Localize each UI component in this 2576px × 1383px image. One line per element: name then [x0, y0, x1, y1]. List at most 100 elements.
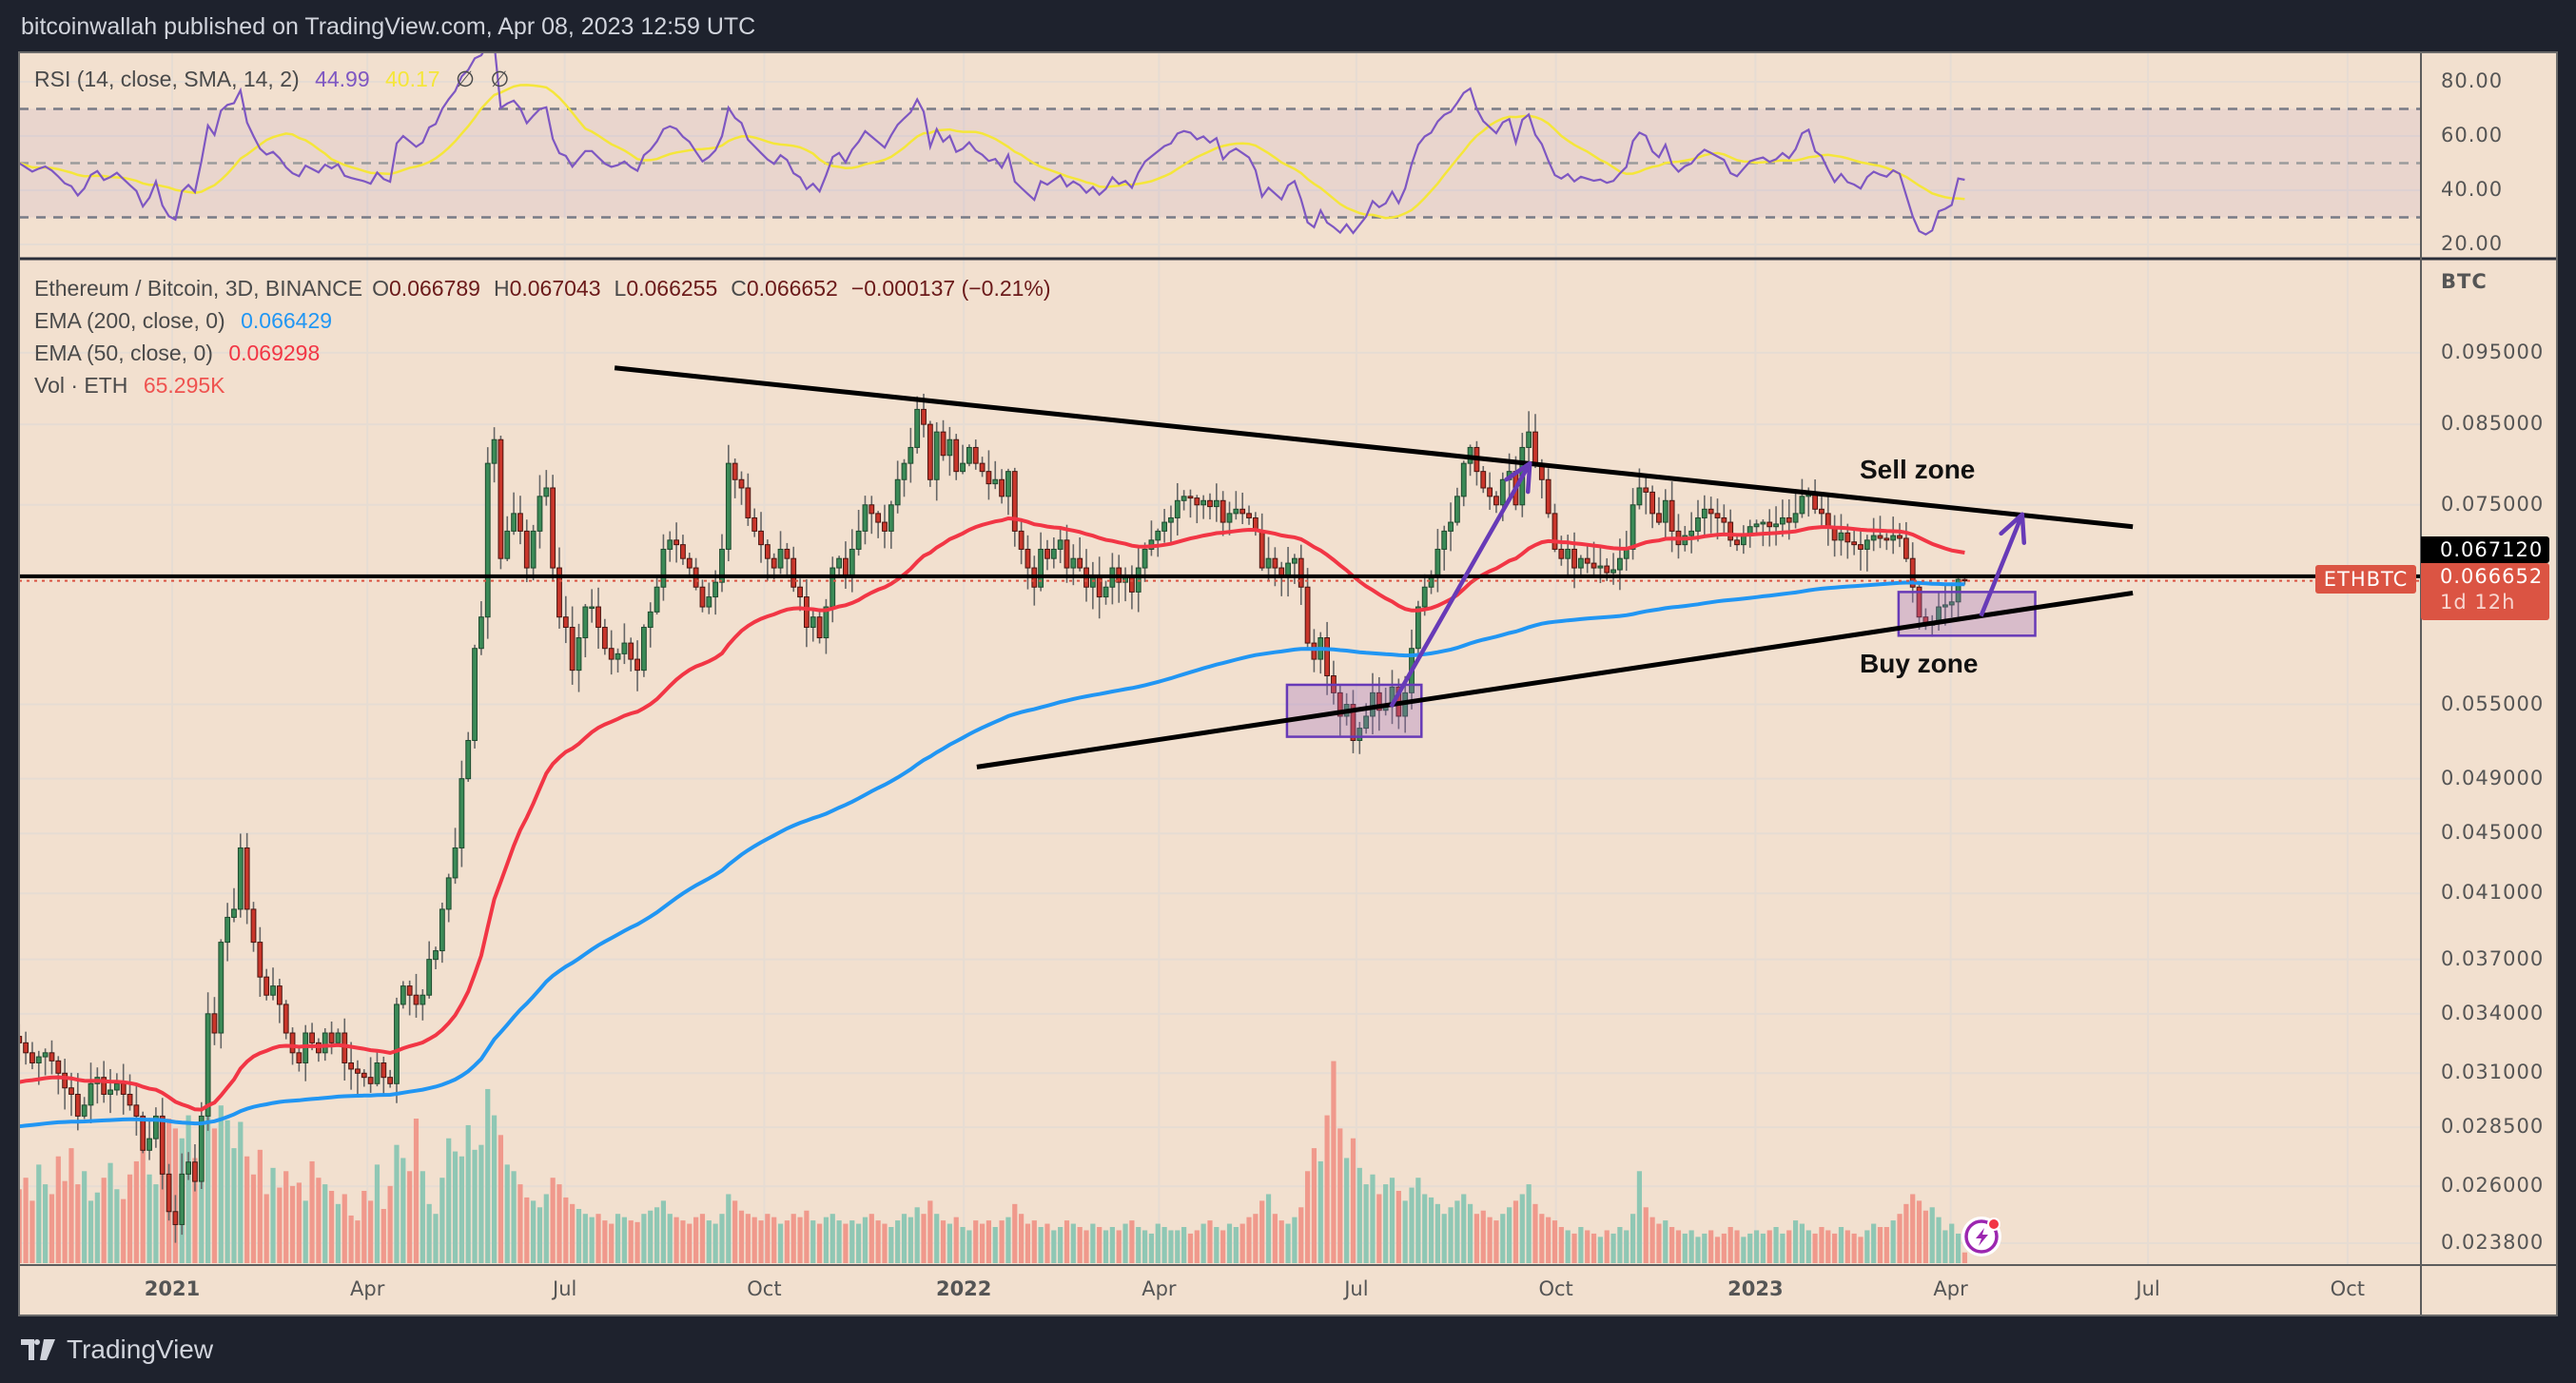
candle-body[interactable]	[1142, 548, 1148, 569]
volume-bar[interactable]	[192, 1158, 198, 1263]
volume-bar[interactable]	[1590, 1233, 1597, 1263]
candle-body[interactable]	[1161, 521, 1167, 532]
volume-bar[interactable]	[49, 1194, 55, 1263]
candle-body[interactable]	[1304, 586, 1311, 644]
volume-bar[interactable]	[140, 1135, 146, 1263]
candle-body[interactable]	[517, 513, 523, 532]
volume-bar[interactable]	[1363, 1184, 1369, 1263]
volume-bar[interactable]	[576, 1209, 582, 1263]
volume-bar[interactable]	[153, 1184, 159, 1263]
volume-bar[interactable]	[211, 1128, 218, 1263]
candle-body[interactable]	[940, 431, 946, 457]
volume-bar[interactable]	[673, 1217, 679, 1263]
candle-body[interactable]	[198, 1115, 205, 1182]
candle-body[interactable]	[185, 1161, 191, 1175]
volume-bar[interactable]	[1512, 1200, 1519, 1263]
candle-body[interactable]	[224, 916, 231, 944]
candle-body[interactable]	[660, 548, 667, 588]
candle-body[interactable]	[1558, 548, 1565, 559]
volume-bar[interactable]	[342, 1194, 347, 1263]
volume-bar[interactable]	[1304, 1171, 1311, 1263]
volume-bar[interactable]	[882, 1223, 888, 1263]
volume-bar[interactable]	[1507, 1207, 1512, 1263]
candle-body[interactable]	[1337, 692, 1343, 717]
candle-body[interactable]	[1005, 471, 1011, 497]
candle-body[interactable]	[237, 847, 244, 910]
candle-body[interactable]	[960, 462, 966, 473]
candle-body[interactable]	[1766, 521, 1773, 528]
volume-bar[interactable]	[452, 1151, 459, 1263]
candle-body[interactable]	[1259, 530, 1265, 569]
volume-bar[interactable]	[1942, 1230, 1948, 1263]
candle-body[interactable]	[1688, 530, 1695, 536]
candle-body[interactable]	[153, 1115, 159, 1140]
volume-bar[interactable]	[1532, 1203, 1538, 1263]
candle-body[interactable]	[1760, 521, 1766, 525]
candle-body[interactable]	[1207, 499, 1213, 508]
candle-body[interactable]	[484, 462, 491, 618]
volume-bar[interactable]	[426, 1203, 432, 1263]
volume-bar[interactable]	[875, 1220, 881, 1263]
volume-bar[interactable]	[1630, 1214, 1636, 1263]
volume-bar[interactable]	[804, 1210, 810, 1263]
sell-zone-label[interactable]: Sell zone	[1860, 455, 1976, 484]
candle-body[interactable]	[1851, 541, 1858, 546]
volume-bar[interactable]	[1819, 1227, 1825, 1263]
volume-bar[interactable]	[907, 1217, 913, 1263]
candle-body[interactable]	[537, 496, 543, 532]
candle-body[interactable]	[1701, 508, 1708, 518]
candle-body[interactable]	[192, 1161, 198, 1182]
candle-body[interactable]	[1050, 548, 1057, 559]
candle-body[interactable]	[1695, 516, 1701, 532]
volume-bar[interactable]	[1688, 1230, 1694, 1263]
candle-body[interactable]	[387, 1077, 394, 1084]
candle-body[interactable]	[719, 548, 725, 583]
candle-body[interactable]	[1233, 508, 1239, 515]
volume-bar[interactable]	[1168, 1230, 1174, 1263]
candle-body[interactable]	[218, 942, 224, 1034]
candle-body[interactable]	[1077, 557, 1083, 569]
candle-body[interactable]	[1630, 504, 1636, 550]
candle-body[interactable]	[751, 516, 758, 532]
volume-bar[interactable]	[1890, 1220, 1896, 1263]
volume-bar[interactable]	[1546, 1217, 1551, 1263]
candle-body[interactable]	[1213, 499, 1220, 508]
volume-bar[interactable]	[524, 1197, 530, 1263]
candle-body[interactable]	[1376, 692, 1382, 711]
volume-bar[interactable]	[1402, 1200, 1408, 1263]
candle-body[interactable]	[1070, 557, 1077, 569]
volume-bar[interactable]	[127, 1174, 133, 1263]
candle-body[interactable]	[426, 959, 433, 996]
volume-bar[interactable]	[1090, 1223, 1096, 1263]
candle-body[interactable]	[420, 994, 426, 1005]
candle-body[interactable]	[1187, 496, 1194, 499]
candle-body[interactable]	[276, 985, 283, 1005]
candle-body[interactable]	[478, 616, 484, 650]
volume-bar[interactable]	[1103, 1230, 1109, 1263]
volume-bar[interactable]	[1473, 1214, 1480, 1263]
volume-bar[interactable]	[1031, 1220, 1037, 1263]
volume-bar[interactable]	[1649, 1217, 1655, 1263]
volume-bar[interactable]	[1799, 1223, 1805, 1263]
candle-body[interactable]	[862, 504, 868, 532]
volume-bar[interactable]	[550, 1178, 556, 1263]
volume-bar[interactable]	[609, 1223, 615, 1263]
volume-bar[interactable]	[1337, 1128, 1343, 1263]
candle-body[interactable]	[1421, 586, 1428, 608]
candle-body[interactable]	[680, 544, 686, 559]
candle-body[interactable]	[1168, 516, 1174, 523]
volume-bar[interactable]	[1961, 1252, 1968, 1263]
volume-bar[interactable]	[953, 1217, 959, 1263]
candle-body[interactable]	[309, 1032, 315, 1043]
volume-bar[interactable]	[1025, 1223, 1031, 1263]
volume-bar[interactable]	[829, 1214, 835, 1263]
candle-body[interactable]	[1526, 431, 1532, 448]
volume-bar[interactable]	[1702, 1233, 1708, 1263]
volume-bar[interactable]	[1585, 1230, 1590, 1263]
candle-body[interactable]	[1773, 523, 1779, 528]
candle-body[interactable]	[1734, 539, 1740, 546]
volume-bar[interactable]	[121, 1198, 127, 1263]
candle-body[interactable]	[1903, 537, 1909, 559]
candle-body[interactable]	[725, 462, 732, 550]
volume-bar[interactable]	[1207, 1220, 1213, 1263]
